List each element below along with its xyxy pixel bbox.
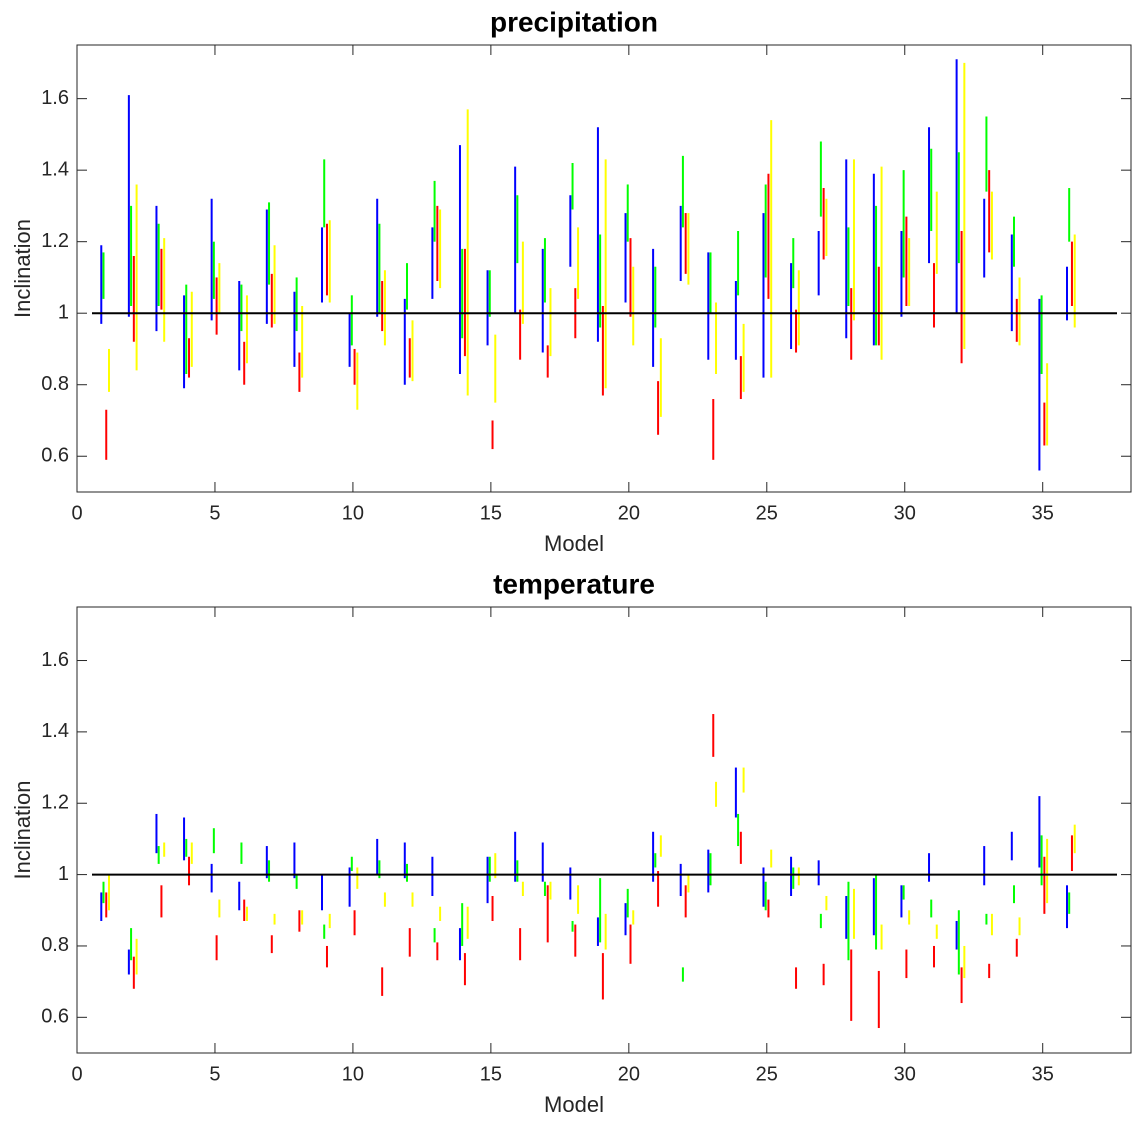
y-tick-label: 1.2 (41, 792, 69, 814)
x-tick-label: 25 (756, 502, 778, 524)
x-tick-label: 5 (209, 502, 220, 524)
x-tick-label: 15 (480, 1063, 502, 1085)
y-tick-label: 1 (58, 863, 69, 885)
y-tick-label: 1.4 (41, 720, 69, 742)
x-tick-label: 10 (342, 502, 364, 524)
y-tick-label: 1.6 (41, 87, 69, 109)
plot-area (76, 606, 1132, 1054)
y-tick-label: 0.6 (41, 1006, 69, 1028)
y-tick-label: 1.4 (41, 158, 69, 180)
x-tick-label: 10 (342, 1063, 364, 1085)
y-tick-label: 0.6 (41, 445, 69, 467)
y-tick-label: 1 (58, 301, 69, 323)
x-tick-label: 0 (71, 502, 82, 524)
chart-title: precipitation (490, 6, 658, 37)
x-tick-label: 35 (1032, 502, 1054, 524)
y-tick-label: 0.8 (41, 934, 69, 956)
y-tick-label: 1.6 (41, 649, 69, 671)
x-tick-label: 30 (894, 1063, 916, 1085)
y-tick-label: 0.8 (41, 373, 69, 395)
x-tick-label: 5 (209, 1063, 220, 1085)
x-axis-label: Model (544, 531, 604, 556)
x-tick-label: 15 (480, 502, 502, 524)
chart-title: temperature (493, 568, 655, 599)
plot-area (76, 44, 1132, 493)
x-tick-label: 35 (1032, 1063, 1054, 1085)
y-axis-label: Inclination (10, 780, 35, 879)
y-tick-label: 1.2 (41, 230, 69, 252)
x-tick-label: 30 (894, 502, 916, 524)
x-axis-label: Model (544, 1092, 604, 1117)
x-tick-label: 25 (756, 1063, 778, 1085)
x-tick-label: 20 (618, 502, 640, 524)
x-tick-label: 0 (71, 1063, 82, 1085)
y-axis-label: Inclination (10, 219, 35, 318)
x-tick-label: 20 (618, 1063, 640, 1085)
